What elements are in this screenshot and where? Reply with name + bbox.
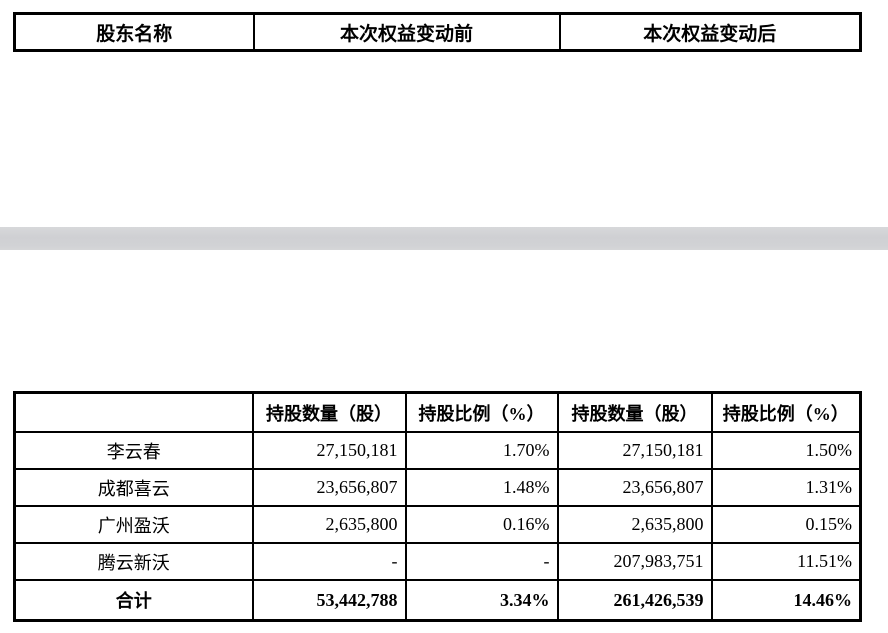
table-header-row: 股东名称 本次权益变动前 本次权益变动后 <box>13 12 862 52</box>
shareholder-name-cell: 成都喜云 <box>13 468 254 507</box>
before-change-header-cell: 本次权益变动前 <box>252 12 561 52</box>
pct-before-cell: 0.16% <box>404 505 559 544</box>
after-change-header-cell: 本次权益变动后 <box>558 12 862 52</box>
total-row: 合计 53,442,788 3.34% 261,426,539 14.46% <box>13 579 862 622</box>
table-row: 腾云新沃 - - 207,983,751 11.51% <box>13 542 862 581</box>
shareholder-name-cell: 腾云新沃 <box>13 542 254 581</box>
pct-before-cell: 1.48% <box>404 468 559 507</box>
shares-after-cell: 27,150,181 <box>556 431 713 470</box>
pct-after-header-cell: 持股比例（%） <box>710 391 862 433</box>
shareholder-name-cell: 李云春 <box>13 431 254 470</box>
empty-header-cell <box>13 391 254 433</box>
shares-before-cell: 27,150,181 <box>251 431 407 470</box>
shares-after-cell: 207,983,751 <box>556 542 713 581</box>
total-shares-after-cell: 261,426,539 <box>556 579 713 622</box>
shares-after-header-cell: 持股数量（股） <box>556 391 713 433</box>
table-row: 成都喜云 23,656,807 1.48% 23,656,807 1.31% <box>13 468 862 507</box>
pct-before-cell: 1.70% <box>404 431 559 470</box>
shares-after-cell: 2,635,800 <box>556 505 713 544</box>
pct-after-cell: 0.15% <box>710 505 862 544</box>
shareholder-name-header-cell: 股东名称 <box>13 12 255 52</box>
table-subheader-row: 持股数量（股） 持股比例（%） 持股数量（股） 持股比例（%） <box>13 391 862 433</box>
pct-before-header-cell: 持股比例（%） <box>404 391 559 433</box>
shareholder-name-cell: 广州盈沃 <box>13 505 254 544</box>
shares-after-cell: 23,656,807 <box>556 468 713 507</box>
total-label-cell: 合计 <box>13 579 254 622</box>
total-pct-before-cell: 3.34% <box>404 579 559 622</box>
equity-change-header-table: 股东名称 本次权益变动前 本次权益变动后 <box>13 12 862 52</box>
pct-after-cell: 1.50% <box>710 431 862 470</box>
pct-before-cell: - <box>404 542 559 581</box>
pct-after-cell: 1.31% <box>710 468 862 507</box>
total-pct-after-cell: 14.46% <box>710 579 862 622</box>
total-shares-before-cell: 53,442,788 <box>251 579 407 622</box>
shares-before-cell: 23,656,807 <box>251 468 407 507</box>
shares-before-cell: 2,635,800 <box>251 505 407 544</box>
pct-after-cell: 11.51% <box>710 542 862 581</box>
shares-before-cell: - <box>251 542 407 581</box>
page-separator-band <box>0 227 888 250</box>
table-row: 广州盈沃 2,635,800 0.16% 2,635,800 0.15% <box>13 505 862 544</box>
shareholding-data-table: 持股数量（股） 持股比例（%） 持股数量（股） 持股比例（%） 李云春 27,1… <box>13 391 862 622</box>
shares-before-header-cell: 持股数量（股） <box>251 391 407 433</box>
table-row: 李云春 27,150,181 1.70% 27,150,181 1.50% <box>13 431 862 470</box>
